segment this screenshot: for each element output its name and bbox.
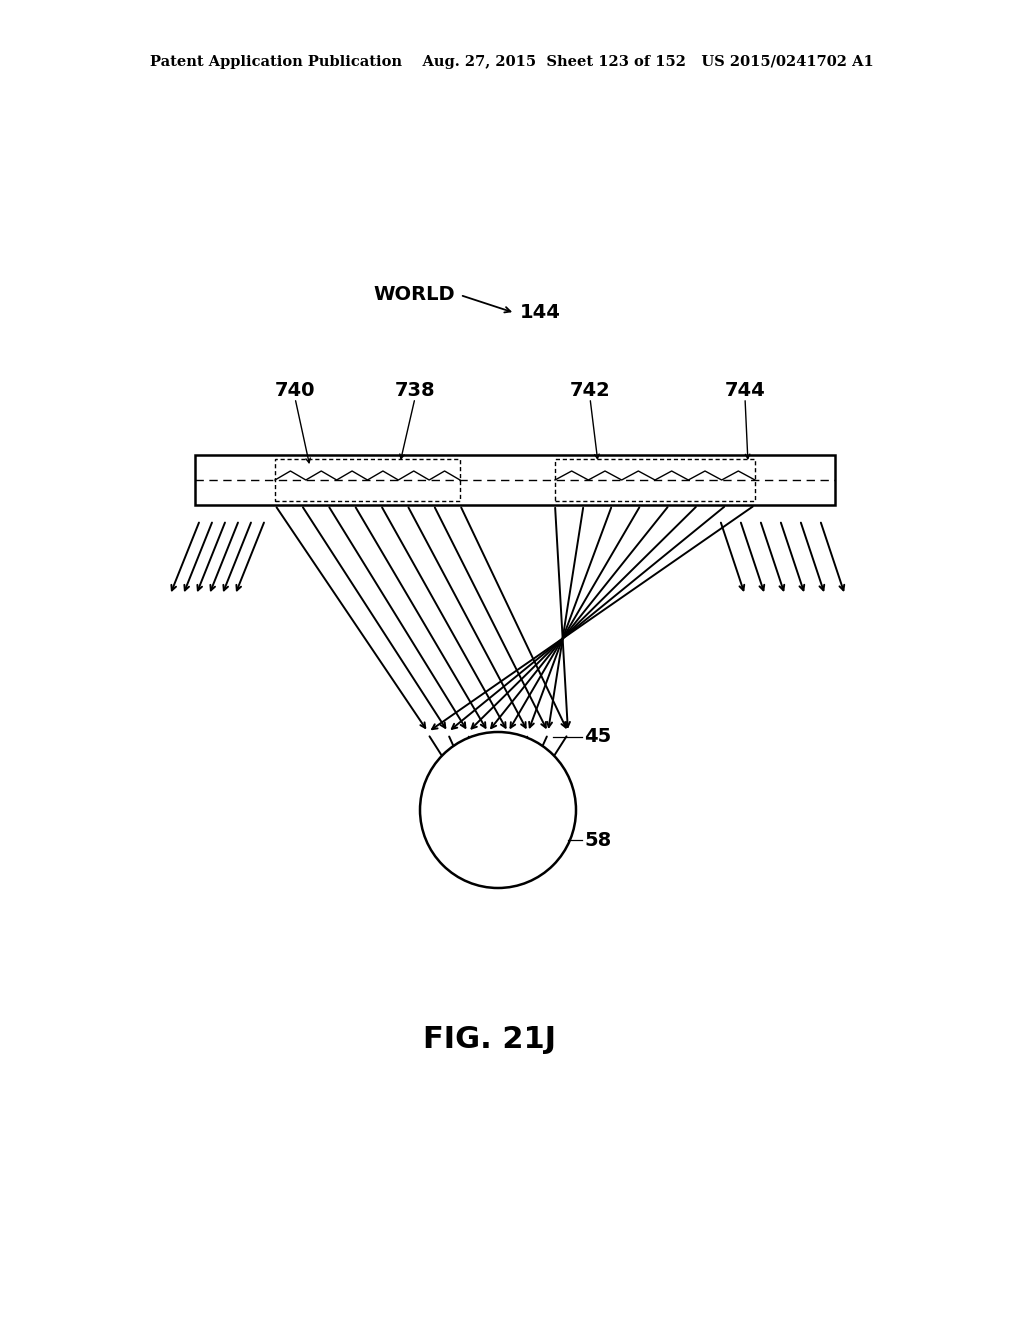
Text: 45: 45 — [584, 727, 611, 747]
Ellipse shape — [420, 733, 575, 888]
Text: 742: 742 — [569, 381, 610, 400]
Bar — [275, 459, 460, 502]
Text: 58: 58 — [584, 830, 611, 850]
Text: WORLD: WORLD — [374, 285, 455, 305]
Bar — [555, 459, 755, 502]
Text: FIG. 21J: FIG. 21J — [424, 1026, 557, 1055]
Text: 740: 740 — [274, 381, 315, 400]
Text: 144: 144 — [520, 304, 561, 322]
Text: 738: 738 — [394, 381, 435, 400]
Text: Patent Application Publication    Aug. 27, 2015  Sheet 123 of 152   US 2015/0241: Patent Application Publication Aug. 27, … — [151, 55, 873, 69]
Text: 744: 744 — [725, 381, 765, 400]
Bar — [195, 455, 835, 506]
